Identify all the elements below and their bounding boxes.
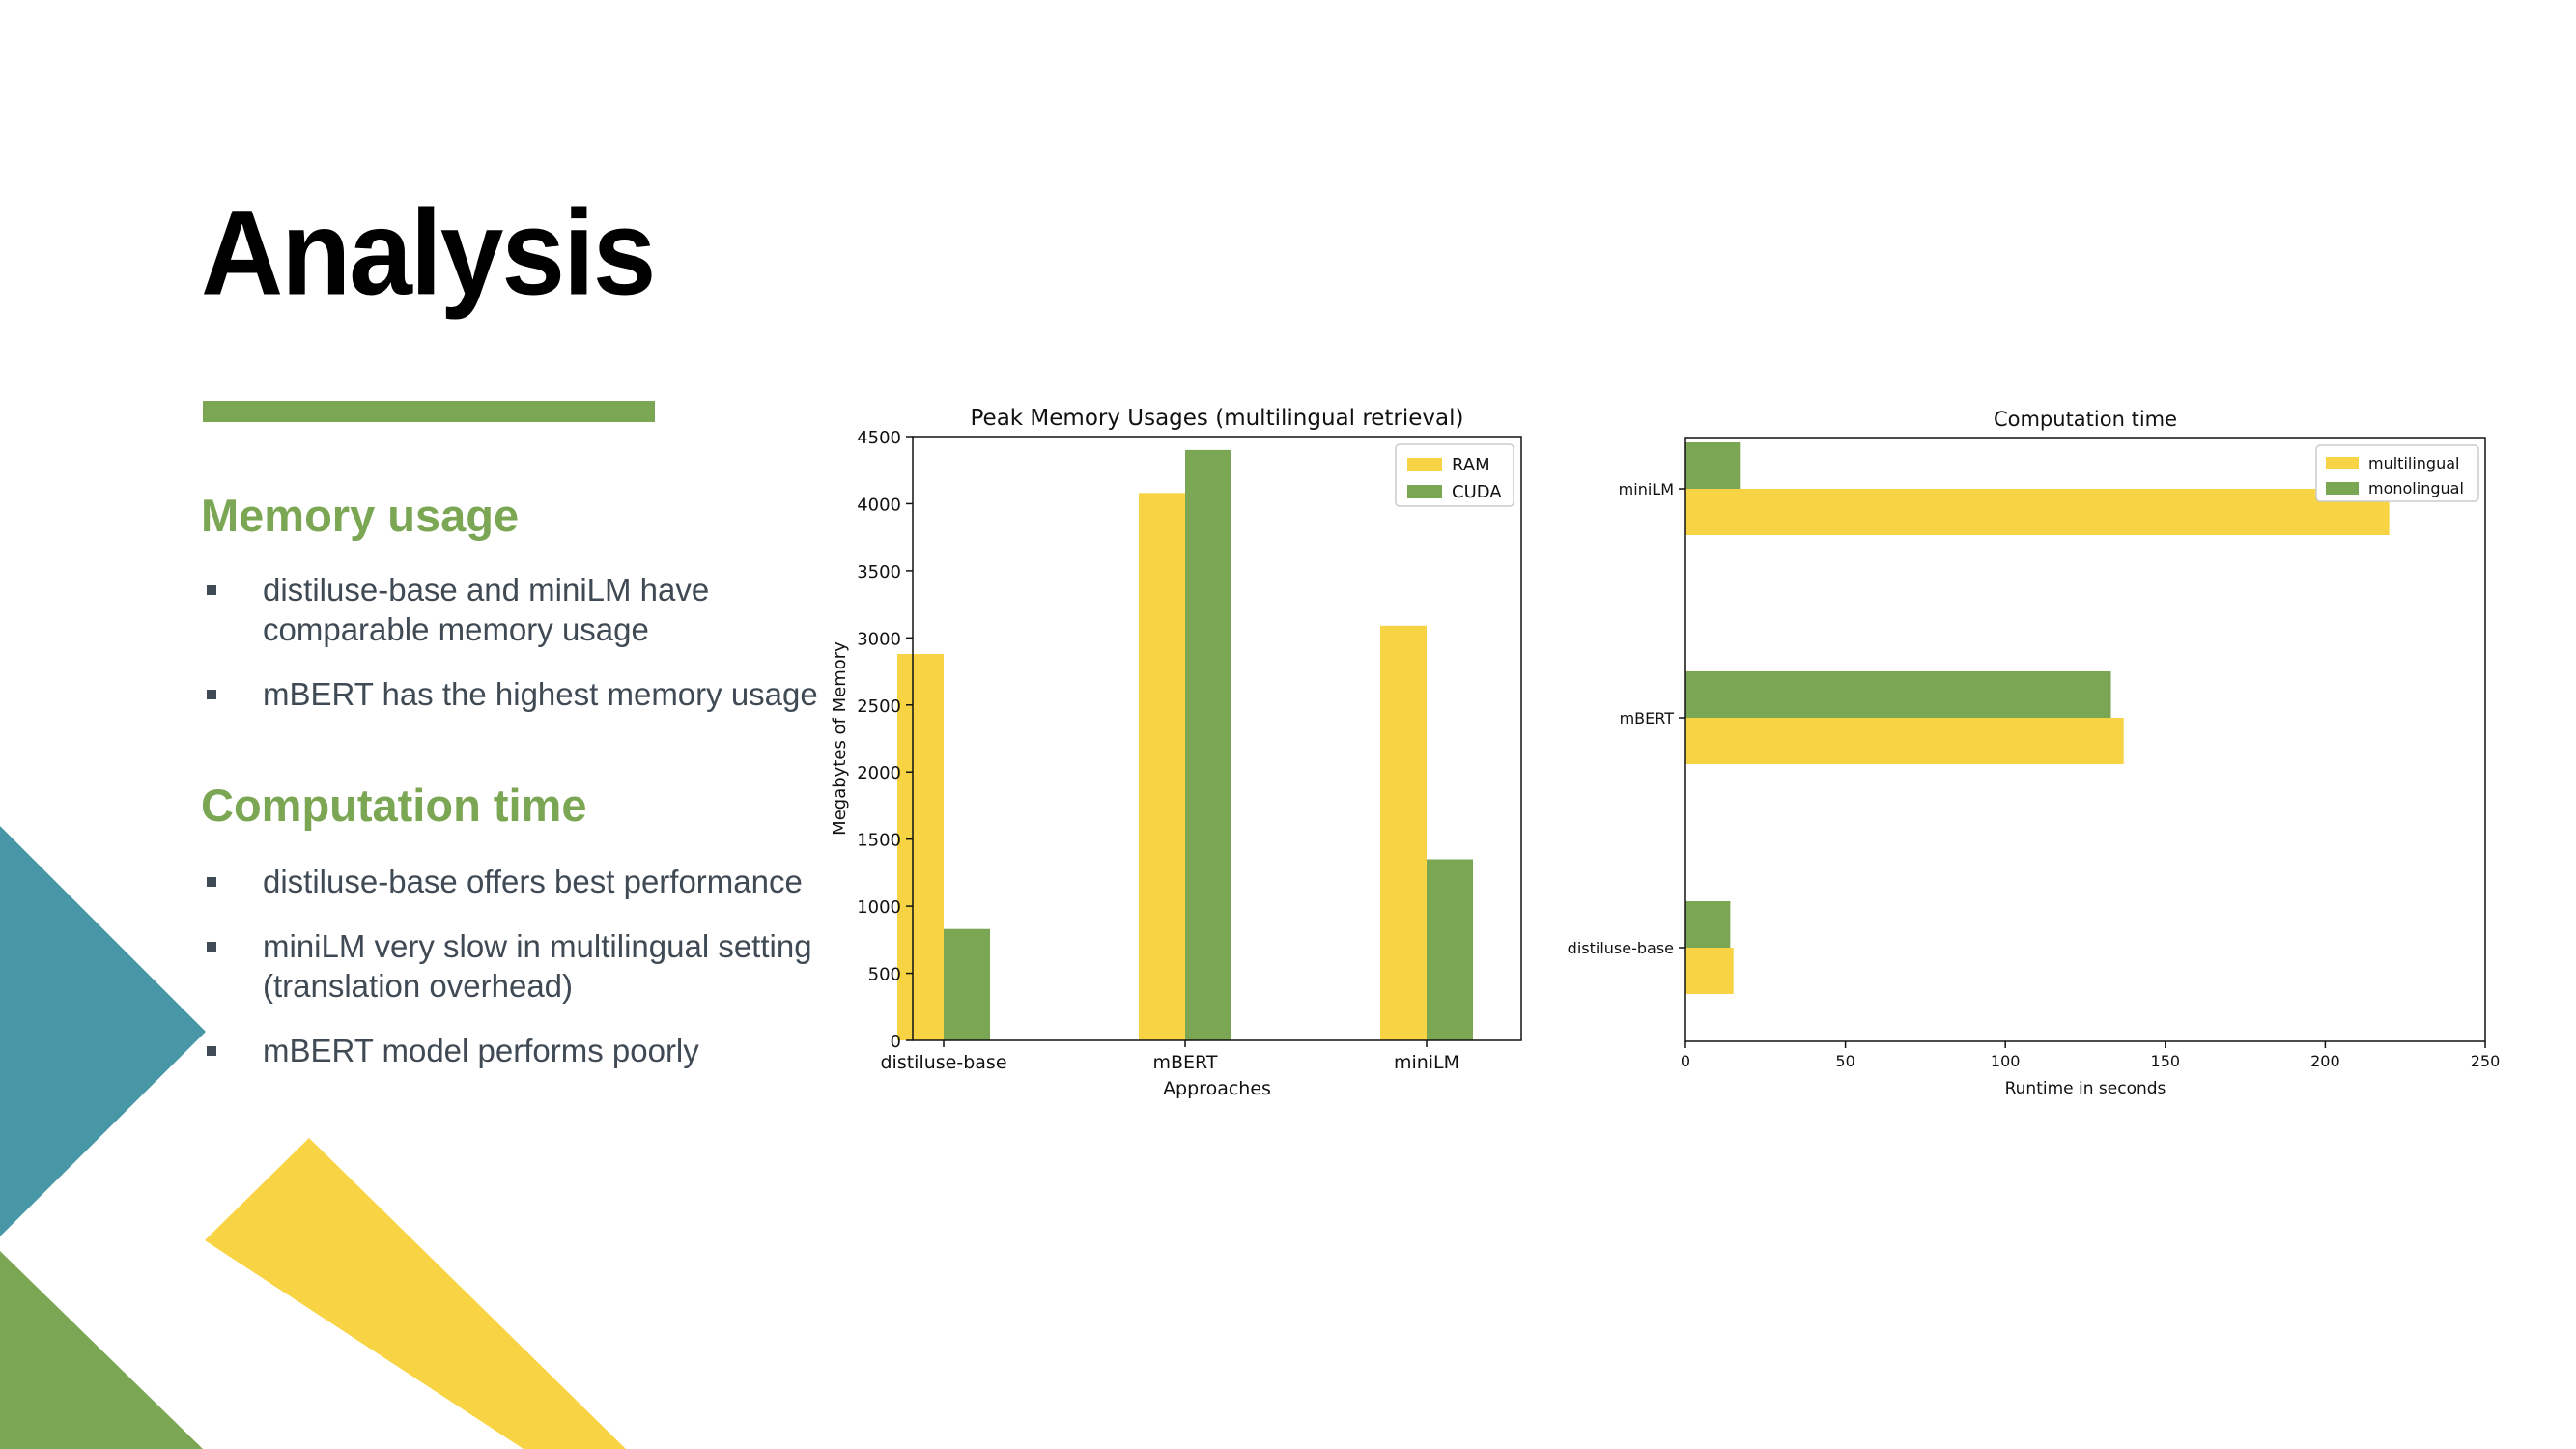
x-tick-label: mBERT: [1153, 1052, 1218, 1073]
computation-bullet-list: distiluse-base offers best performance m…: [203, 862, 821, 1095]
yellow-stripe: [205, 1138, 626, 1449]
y-tick-label: mBERT: [1620, 709, 1675, 727]
title-underline: [203, 401, 655, 422]
y-tick-label: 0: [891, 1032, 901, 1052]
list-item: mBERT has the highest memory usage: [203, 674, 821, 714]
x-tick-label: 100: [1991, 1052, 2021, 1070]
y-tick-label: 3500: [857, 562, 901, 582]
x-tick-label: 50: [1835, 1052, 1854, 1070]
bullet-text: distiluse-base and miniLM have comparabl…: [263, 572, 710, 647]
legend-label: monolingual: [2368, 479, 2464, 497]
x-axis-label: Runtime in seconds: [2005, 1079, 2166, 1098]
legend-swatch-cuda: [1407, 485, 1442, 498]
bar-ram-distiluse-base: [897, 654, 944, 1040]
bar-multilingual-distiluse-base: [1685, 948, 1734, 994]
x-axis-label: Approaches: [1163, 1078, 1271, 1099]
x-tick-label: distiluse-base: [880, 1052, 1006, 1073]
section-heading-computation: Computation time: [201, 780, 587, 831]
x-tick-label: 0: [1681, 1052, 1690, 1070]
x-tick-label: 200: [2310, 1052, 2340, 1070]
bar-cuda-distiluse-base: [944, 928, 990, 1040]
bullet-square-icon: [207, 690, 216, 699]
bullet-text: distiluse-base offers best performance: [263, 864, 803, 899]
plot-frame: [1684, 437, 2486, 1042]
legend-swatch-multilingual: [2326, 457, 2359, 469]
y-tick-label: 1000: [857, 897, 901, 918]
bullet-square-icon: [207, 877, 216, 887]
bullet-square-icon: [207, 1046, 216, 1056]
section-heading-memory: Memory usage: [201, 490, 520, 541]
x-tick-label: miniLM: [1394, 1052, 1459, 1073]
chart-title: Computation time: [1994, 408, 2177, 431]
plot-frame: [912, 436, 1522, 1041]
bullet-square-icon: [207, 942, 216, 952]
green-triangle: [0, 1251, 203, 1449]
y-tick-label: 2000: [857, 763, 901, 783]
list-item: distiluse-base offers best performance: [203, 862, 821, 901]
y-tick-label: distiluse-base: [1568, 939, 1674, 957]
bullet-text: mBERT has the highest memory usage: [263, 676, 818, 712]
list-item: mBERT model performs poorly: [203, 1031, 821, 1070]
y-tick-label: 1500: [857, 831, 901, 851]
legend-label: RAM: [1452, 455, 1490, 475]
page-title: Analysis: [201, 185, 656, 322]
bar-ram-miniLM: [1380, 625, 1427, 1040]
legend-label: CUDA: [1452, 482, 1502, 502]
y-tick-label: miniLM: [1619, 480, 1674, 498]
y-tick-label: 4000: [857, 495, 901, 515]
y-tick-label: 3000: [857, 629, 901, 649]
bar-cuda-miniLM: [1427, 859, 1473, 1040]
y-axis-label: Megabytes of Memory: [830, 641, 850, 836]
y-tick-label: 2500: [857, 696, 901, 717]
bar-cuda-mBERT: [1185, 449, 1231, 1040]
bar-monolingual-miniLM: [1685, 442, 1741, 489]
list-item: distiluse-base and miniLM have comparabl…: [203, 570, 821, 649]
x-tick-label: 250: [2471, 1052, 2501, 1070]
legend-label: multilingual: [2368, 454, 2459, 472]
y-tick-label: 500: [868, 965, 901, 985]
chart-title: Peak Memory Usages (multilingual retriev…: [971, 406, 1464, 431]
legend-swatch-monolingual: [2326, 482, 2359, 495]
bullet-text: mBERT model performs poorly: [263, 1033, 699, 1068]
bar-ram-mBERT: [1139, 493, 1185, 1040]
legend-swatch-ram: [1407, 458, 1442, 471]
bar-multilingual-mBERT: [1685, 718, 2124, 764]
bar-monolingual-mBERT: [1685, 671, 2111, 718]
list-item: miniLM very slow in multilingual setting…: [203, 926, 821, 1006]
bullet-square-icon: [207, 585, 216, 595]
x-tick-label: 150: [2151, 1052, 2181, 1070]
y-tick-label: 4500: [857, 428, 901, 448]
bar-multilingual-miniLM: [1685, 489, 2390, 535]
bar-monolingual-distiluse-base: [1685, 901, 1731, 948]
bullet-text: miniLM very slow in multilingual setting…: [263, 928, 812, 1004]
teal-triangle: [0, 826, 206, 1236]
memory-bullet-list: distiluse-base and miniLM have comparabl…: [203, 570, 821, 739]
